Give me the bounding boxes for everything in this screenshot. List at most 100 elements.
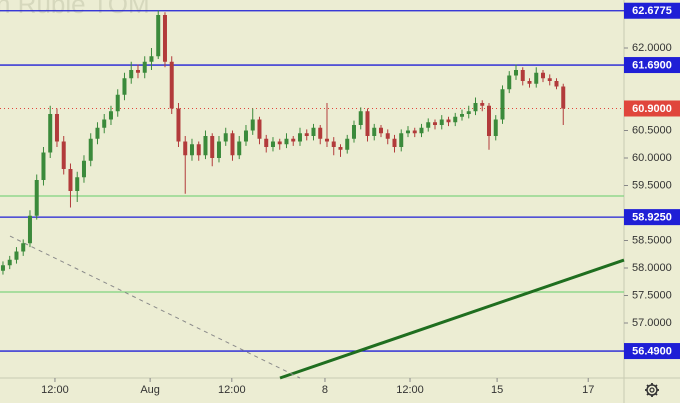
gear-tooth [654, 384, 658, 388]
price-badge-label: 60.9000 [632, 103, 672, 115]
candle-body [54, 113, 59, 142]
candle-body [399, 133, 404, 147]
candle-body [122, 78, 127, 95]
candle-body [311, 127, 316, 136]
candle-body [365, 111, 370, 136]
candle-body [473, 102, 478, 112]
candle-body [95, 127, 100, 139]
candle-body [81, 160, 86, 178]
candle-body [358, 111, 363, 125]
candle-body [176, 108, 181, 142]
y-tick-label: 62.0000 [632, 42, 672, 54]
candle-body [412, 130, 417, 134]
price-badge-label: 61.6900 [632, 59, 672, 71]
candle-body [61, 141, 66, 169]
candle-body [142, 61, 147, 73]
candle-body [405, 130, 410, 134]
watermark: n Ruble TOM [0, 0, 150, 19]
candle-body [277, 141, 282, 145]
candle-body [250, 119, 255, 131]
gear-tooth [654, 392, 658, 396]
trend-line [9, 235, 301, 379]
x-tick-label: 12:00 [41, 384, 69, 396]
candle-body [203, 135, 208, 156]
candle-body [419, 127, 424, 134]
candle-body [284, 138, 289, 145]
candle-body [270, 141, 275, 147]
candle-body [331, 141, 336, 147]
candle-body [378, 127, 383, 134]
candle-body [561, 86, 566, 109]
candle-body [102, 119, 107, 128]
candle-body [196, 144, 201, 156]
candle-body [41, 152, 46, 180]
candle-body [466, 111, 471, 114]
candle-body [338, 146, 343, 150]
candle-body [264, 138, 269, 147]
candle-body [507, 75, 512, 90]
candle-body [7, 259, 12, 266]
candle-body [324, 138, 329, 142]
candle-body [88, 138, 93, 161]
price-badge [624, 100, 680, 117]
candle-body [243, 130, 248, 142]
price-badge-label: 58.9250 [632, 212, 672, 224]
gear-tooth [646, 384, 650, 388]
candle-body [480, 102, 485, 106]
y-tick-label: 60.0000 [632, 152, 672, 164]
candle-body [554, 80, 559, 87]
y-tick-label: 57.5000 [632, 289, 672, 301]
candle-body [345, 138, 350, 150]
candle-body [21, 243, 26, 252]
candle-body [493, 119, 498, 136]
trend-line [279, 258, 625, 380]
x-tick-label: 8 [322, 384, 328, 396]
candle-body [108, 111, 113, 120]
candle-body [304, 133, 309, 136]
y-tick-label: 60.5000 [632, 124, 672, 136]
candle-body [14, 251, 19, 260]
candle-body [216, 141, 221, 158]
settings-icon[interactable] [645, 383, 659, 397]
candle-body [547, 78, 552, 81]
candle-body [291, 138, 296, 142]
y-tick-label: 58.0000 [632, 262, 672, 274]
candle-body [392, 138, 397, 147]
price-badge-label: 62.6775 [632, 5, 672, 17]
candle-body [486, 105, 491, 136]
price-badge [624, 57, 680, 74]
candle-body [385, 133, 390, 139]
candle-body [439, 119, 444, 125]
candle-body [189, 144, 194, 156]
candle-body [75, 177, 80, 191]
gear-hub [649, 387, 655, 393]
y-tick-label: 59.5000 [632, 179, 672, 191]
candle-body [135, 69, 140, 73]
candle-body [351, 124, 356, 139]
candle-body [68, 168, 73, 191]
candle-body [0, 265, 5, 271]
candle-body [169, 61, 174, 109]
candle-body [527, 80, 532, 84]
candle-body [48, 113, 53, 153]
price-badge [624, 2, 680, 19]
x-tick-label: Aug [140, 384, 160, 396]
price-badge-label: 56.4900 [632, 345, 672, 357]
candle-body [520, 69, 525, 81]
candle-body [446, 119, 451, 123]
candle-body [230, 133, 235, 156]
candle-body [237, 141, 242, 156]
gear-tooth [646, 392, 650, 396]
candle-body [500, 89, 505, 120]
candle-body [318, 127, 323, 139]
price-badge [624, 343, 680, 360]
candle-body [34, 179, 39, 216]
x-tick-label: 15 [491, 384, 503, 396]
candle-body [534, 72, 539, 84]
candle-body [540, 72, 545, 79]
candle-body [115, 94, 120, 112]
candle-body [223, 133, 228, 142]
y-tick-label: 57.0000 [632, 317, 672, 329]
candle-body [297, 133, 302, 142]
